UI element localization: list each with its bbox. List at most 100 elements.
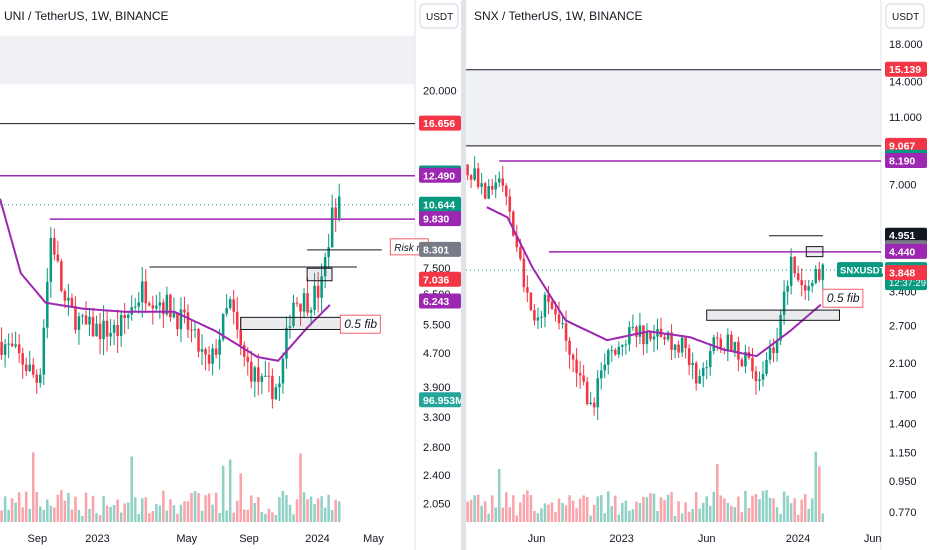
candle: [119, 311, 123, 347]
candle-body: [610, 349, 614, 351]
candle-body: [540, 316, 543, 318]
snx-chart-panel[interactable]: 18.000 14.000 11.000 7.000 3.400 2.700 2.100 1.…: [466, 0, 932, 550]
volume-bar: [606, 491, 610, 522]
candle: [582, 365, 585, 386]
volume-bar: [56, 494, 60, 522]
candle: [190, 319, 193, 343]
volume-bar: [719, 495, 723, 522]
candle-body: [737, 341, 740, 360]
volume-bar: [796, 514, 800, 522]
candle-body: [133, 306, 137, 308]
volume-bar: [469, 499, 473, 522]
time-tick-label: May: [363, 533, 384, 545]
candle: [529, 292, 533, 312]
candle: [599, 362, 603, 390]
candle-body: [476, 168, 480, 187]
candle-body: [635, 326, 638, 337]
volume-bar: [112, 505, 116, 522]
candle-body: [207, 354, 211, 364]
volume-bar: [473, 495, 476, 522]
price-tick-label: 4.700: [423, 348, 451, 360]
candle-body: [7, 343, 10, 345]
price-badge: 7.036: [419, 271, 461, 287]
volume-bar: [603, 513, 607, 522]
candle-body: [116, 324, 119, 337]
candle-body: [807, 286, 810, 291]
volume-bar: [694, 492, 698, 522]
candle-body: [800, 280, 803, 286]
volume-bar: [550, 502, 554, 522]
uni-chart[interactable]: 20.00010.0007.5006.5005.5004.7003.9003.3…: [0, 0, 464, 550]
candle: [814, 265, 818, 285]
candle: [733, 341, 737, 357]
candle-body: [529, 292, 533, 311]
candle: [603, 353, 607, 379]
volume-bar: [673, 515, 677, 522]
volume-bar: [800, 499, 803, 522]
volume-bar: [705, 496, 709, 522]
candle-body: [28, 364, 31, 372]
uni-chart-panel[interactable]: 20.00010.0007.5006.5005.5004.7003.9003.3…: [0, 0, 464, 550]
candle: [334, 198, 337, 232]
candle: [624, 339, 628, 355]
candle: [705, 359, 709, 380]
volume-bar: [169, 499, 172, 522]
volume-bar: [197, 493, 200, 522]
candle: [17, 334, 21, 363]
volume-bar: [638, 502, 642, 522]
snx-chart[interactable]: 18.00014.00011.0007.0003.4002.7002.1001.…: [466, 0, 932, 550]
price-tick-label: 14.000: [889, 76, 923, 88]
volume-bar: [575, 508, 578, 522]
time-tick-label: Sep: [28, 533, 48, 545]
candle: [60, 258, 63, 293]
candle: [84, 301, 88, 325]
candle-body: [109, 332, 112, 337]
volume-bar: [285, 495, 288, 522]
volume-bar: [162, 490, 165, 522]
candle-body: [299, 303, 302, 312]
candle-body: [63, 290, 67, 301]
panel-divider[interactable]: [461, 0, 466, 550]
candle: [614, 347, 617, 357]
candles: [0, 183, 341, 409]
volume-bar: [7, 509, 10, 522]
volume-bar: [313, 504, 316, 522]
candle-body: [490, 186, 494, 190]
candle: [677, 340, 680, 358]
volume-bar: [589, 515, 592, 522]
candle: [42, 319, 46, 385]
candle-body: [522, 258, 526, 288]
volume-bar: [765, 490, 768, 522]
candle-body: [614, 349, 617, 355]
candle-body: [102, 320, 105, 339]
price-tick-label: 0.770: [889, 507, 917, 519]
price-badge-label: 8.190: [889, 155, 915, 167]
candle: [768, 339, 772, 365]
candle-body: [35, 374, 39, 383]
candle-body: [88, 316, 91, 325]
volume-bar: [218, 512, 221, 522]
candle-body: [56, 254, 60, 262]
candle-body: [186, 312, 190, 330]
candle: [67, 283, 70, 316]
candle-body: [568, 340, 571, 355]
volume-bar: [624, 500, 628, 522]
price-badge-box: [419, 241, 461, 257]
candle: [250, 350, 253, 389]
candle: [803, 280, 807, 300]
volume-bar: [543, 503, 547, 522]
price-badge-label: 96.953M: [423, 395, 461, 407]
candle: [617, 341, 621, 358]
price-badge-label: 10.644: [423, 199, 455, 211]
candle-body: [267, 375, 271, 377]
volume-bar: [645, 497, 649, 522]
candle: [21, 347, 24, 379]
candle: [74, 296, 77, 334]
volume-bar: [621, 503, 624, 522]
candle-body: [754, 371, 758, 382]
volume-bar: [46, 499, 49, 522]
time-tick-label: Sep: [239, 533, 259, 545]
candle: [24, 357, 28, 376]
candle-body: [508, 196, 512, 212]
volume-bar: [614, 495, 617, 522]
